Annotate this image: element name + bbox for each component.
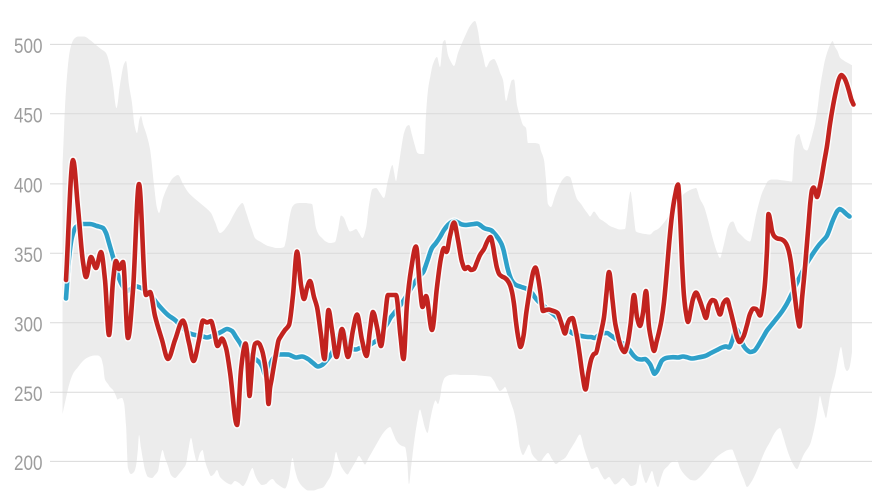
svg-text:400: 400 bbox=[14, 175, 43, 198]
svg-text:500: 500 bbox=[14, 35, 43, 58]
svg-text:200: 200 bbox=[14, 452, 43, 475]
svg-text:300: 300 bbox=[14, 313, 43, 336]
svg-text:250: 250 bbox=[14, 383, 43, 406]
svg-text:350: 350 bbox=[14, 244, 43, 267]
svg-text:450: 450 bbox=[14, 105, 43, 128]
